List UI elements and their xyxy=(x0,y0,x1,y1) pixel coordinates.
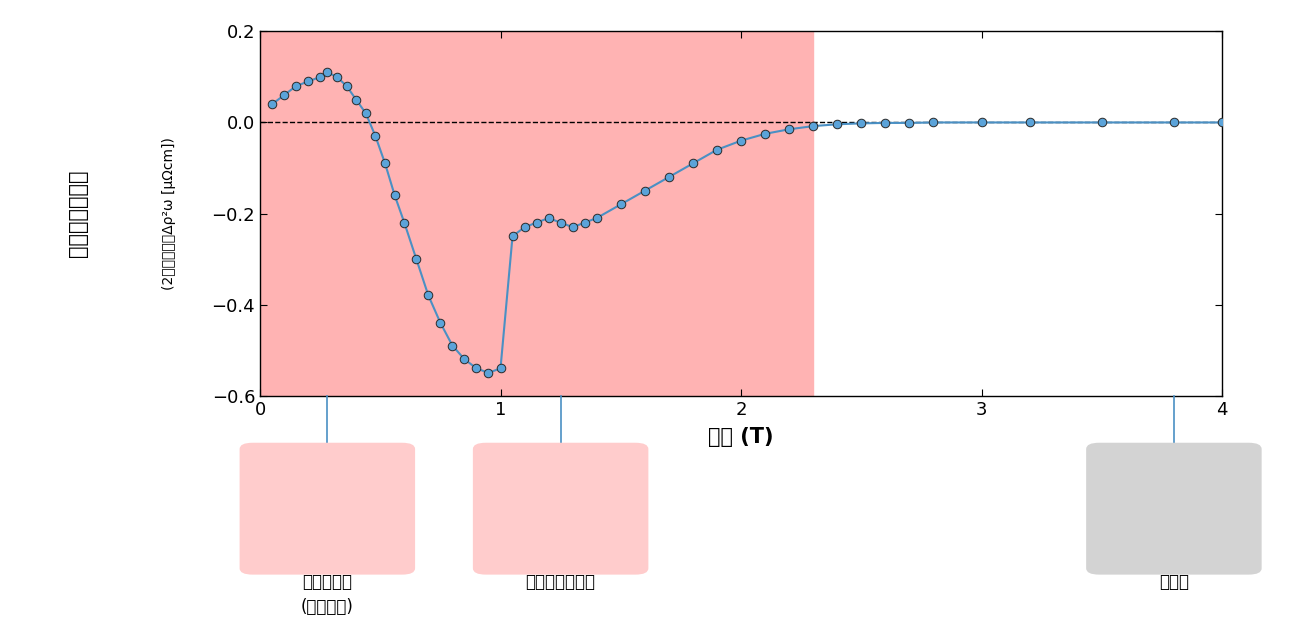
Point xyxy=(514,222,536,232)
Text: 整流の度合い、: 整流の度合い、 xyxy=(68,170,88,257)
Point xyxy=(658,172,679,182)
Point xyxy=(923,117,944,127)
Point xyxy=(526,218,547,228)
Point xyxy=(309,72,330,82)
Point xyxy=(550,218,571,228)
Point xyxy=(875,118,896,128)
X-axis label: 磁場 (T): 磁場 (T) xyxy=(708,427,773,447)
Point xyxy=(286,81,307,91)
Point xyxy=(478,368,499,378)
Text: らせん磁性: らせん磁性 xyxy=(303,573,352,592)
Point xyxy=(900,118,920,128)
Point xyxy=(454,354,474,364)
Point xyxy=(490,363,511,373)
Point xyxy=(467,363,488,373)
Point xyxy=(1212,117,1232,127)
Point xyxy=(1164,117,1184,127)
Point xyxy=(1019,117,1040,127)
Point xyxy=(634,186,655,196)
Point xyxy=(337,81,358,91)
Point xyxy=(326,72,347,82)
Point xyxy=(430,318,451,328)
Point xyxy=(682,158,703,168)
Text: (2倍波抵抗率Δρ²ω [μΩcm]): (2倍波抵抗率Δρ²ω [μΩcm]) xyxy=(162,137,176,290)
Point xyxy=(731,136,751,146)
Point xyxy=(586,213,607,223)
Point xyxy=(802,121,824,131)
Point xyxy=(365,131,386,141)
Point xyxy=(394,218,415,228)
Point xyxy=(374,158,395,168)
Text: (磁場ゼロ): (磁場ゼロ) xyxy=(300,598,354,617)
Point xyxy=(502,231,523,241)
Point xyxy=(754,129,775,139)
Point xyxy=(442,340,463,350)
Point xyxy=(355,108,376,118)
Point xyxy=(971,117,992,127)
Point xyxy=(707,145,728,155)
Point xyxy=(575,218,595,228)
Point xyxy=(611,200,632,210)
Point xyxy=(1092,117,1113,127)
Point xyxy=(850,118,871,128)
Point xyxy=(298,77,318,87)
Point xyxy=(346,95,367,105)
Point xyxy=(779,124,800,134)
Text: 円錐状磁気構造: 円錐状磁気構造 xyxy=(525,573,595,592)
Point xyxy=(419,290,439,301)
Point xyxy=(563,222,584,232)
Point xyxy=(406,254,426,264)
Text: 強磁性: 強磁性 xyxy=(1158,573,1190,592)
Bar xyxy=(260,31,814,396)
Point xyxy=(385,190,406,200)
Point xyxy=(538,213,559,223)
Point xyxy=(827,119,848,129)
Point xyxy=(317,67,338,77)
Point xyxy=(273,90,294,100)
Point xyxy=(261,99,282,109)
